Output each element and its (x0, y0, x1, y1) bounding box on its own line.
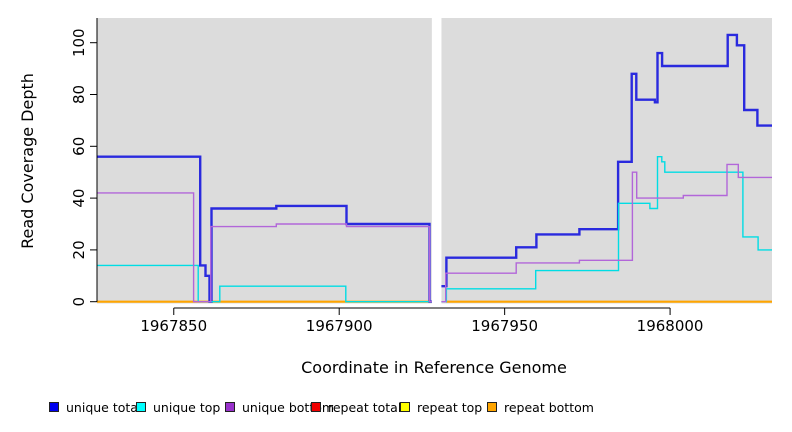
legend-label: repeat bottom (504, 399, 594, 415)
y-axis-title: Read Coverage Depth (18, 73, 37, 249)
coverage-gap-band (431, 18, 442, 304)
legend-item-unique-total: unique total (49, 399, 141, 415)
series-line-unique-total-1 (441, 33, 772, 288)
x-tick-label: 1967950 (471, 317, 538, 335)
plot-layer: 0 20 40 60 80 100 1967850 1967900 1967950 1968000 (70, 18, 772, 335)
legend-swatch-unique-total (49, 402, 59, 412)
series-line-unique-top-0 (97, 264, 432, 303)
y-tick-label: 0 (70, 297, 88, 307)
y-tick-label: 20 (70, 240, 88, 259)
legend-label: unique top (153, 399, 221, 415)
legend-swatch-repeat-bottom (487, 402, 497, 412)
legend-item-repeat-total: repeat total (311, 399, 401, 415)
legend-item-unique-top: unique top (136, 399, 220, 415)
legend-swatch-repeat-top (400, 402, 410, 412)
series-line-unique-top-1 (441, 156, 772, 303)
legend-swatch-unique-top (136, 402, 146, 412)
x-tick-label: 1968000 (637, 317, 704, 335)
legend-label: unique total (66, 399, 142, 415)
y-tick-label: 100 (70, 28, 88, 57)
legend-label: repeat total (328, 399, 402, 415)
y-tick-label: 40 (70, 189, 88, 208)
y-tick-label: 80 (70, 85, 88, 104)
legend-swatch-unique-bottom (225, 402, 235, 412)
legend-item-repeat-bottom: repeat bottom (487, 399, 594, 415)
x-tick-label: 1967850 (140, 317, 207, 335)
y-tick-label: 60 (70, 137, 88, 156)
series-line-unique-bottom-1 (441, 163, 772, 303)
series-line-unique-bottom-0 (97, 192, 432, 303)
x-axis-title: Coordinate in Reference Genome (301, 358, 567, 377)
chart-legend: unique total unique top unique bottom re… (0, 399, 792, 419)
x-tick-label: 1967900 (306, 317, 373, 335)
legend-label: repeat top (417, 399, 483, 415)
legend-swatch-repeat-total (311, 402, 321, 412)
legend-item-repeat-top: repeat top (400, 399, 482, 415)
